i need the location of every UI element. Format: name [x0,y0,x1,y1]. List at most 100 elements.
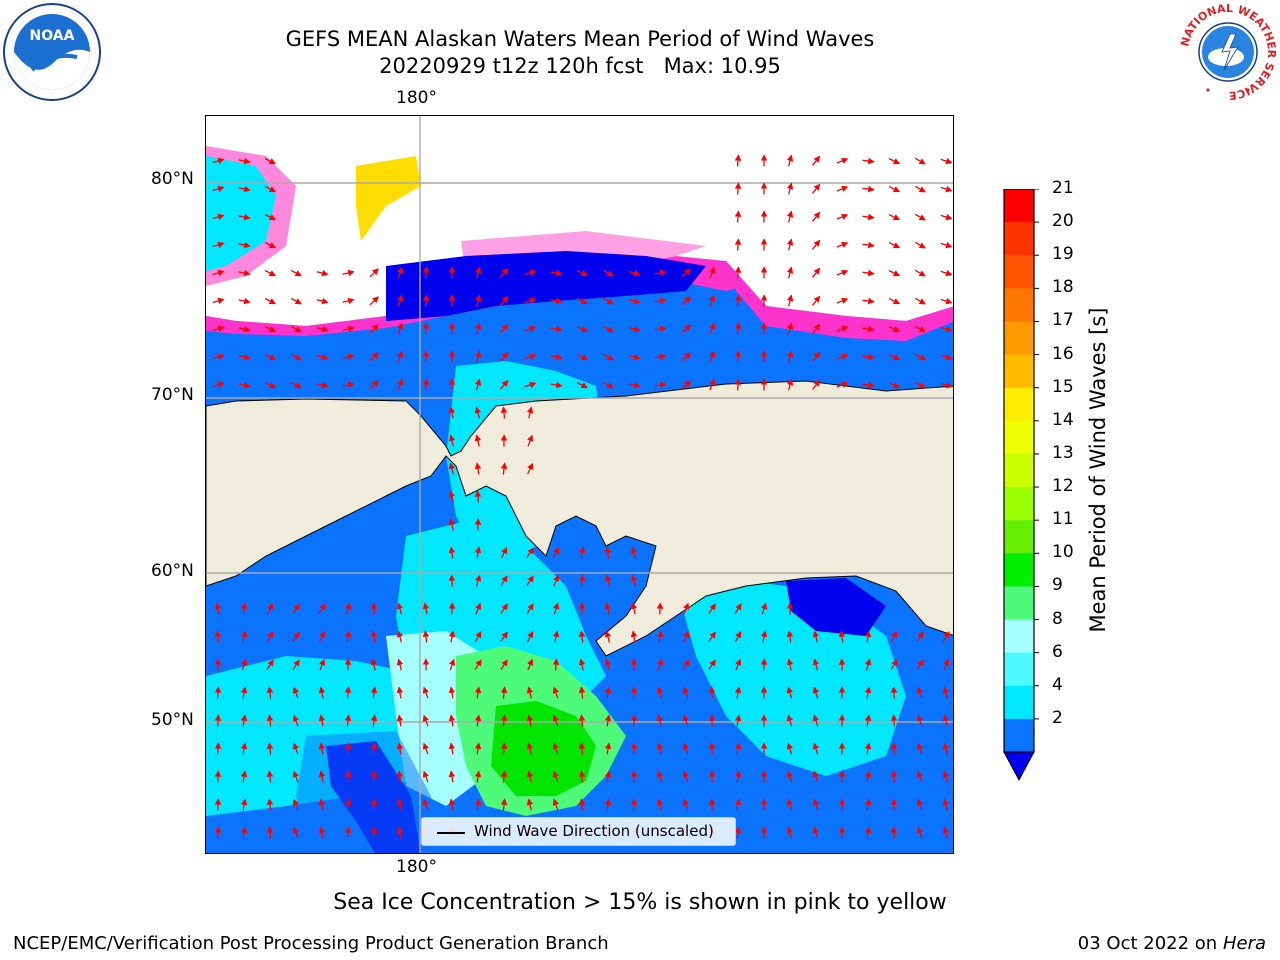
wave-direction-arrow [760,630,768,643]
wave-direction-arrow [576,381,589,389]
wave-direction-arrow [499,351,509,362]
wave-direction-arrow [266,826,274,839]
wave-direction-arrow [370,826,378,839]
wave-direction-arrow [474,574,482,587]
wave-direction-arrow [448,546,456,559]
wave-direction-arrow [526,630,534,643]
wave-direction-arrow [682,742,689,755]
wave-direction-arrow [292,826,299,839]
wave-direction-arrow [474,714,482,727]
wave-direction-arrow [318,826,326,839]
wave-direction-arrow [370,714,378,727]
wave-direction-arrow [709,350,716,363]
colorbar-tick-label: 16 [1052,343,1074,364]
wave-direction-arrow [318,714,326,727]
wave-direction-arrow [448,490,456,503]
wave-direction-arrow [448,462,456,475]
wave-direction-arrow [474,798,482,811]
colorbar-segment [1004,255,1034,289]
wave-direction-arrow [682,798,689,811]
wave-direction-arrow [552,714,559,727]
wave-direction-arrow [864,658,872,671]
wave-direction-arrow [214,630,222,643]
wave-direction-arrow [238,297,251,305]
wave-direction-arrow [630,686,638,699]
wave-direction-arrow [864,798,872,811]
wave-direction-arrow [240,826,248,839]
wave-direction-arrow [862,241,875,249]
wave-direction-arrow [630,546,638,559]
wave-direction-arrow [812,155,821,166]
wave-direction-arrow [734,238,742,251]
wave-direction-arrow [212,213,225,221]
wave-direction-arrow [940,241,953,249]
wave-direction-arrow [786,770,794,783]
wave-direction-arrow [240,714,248,727]
wave-direction-arrow [940,185,953,193]
wave-direction-arrow [553,574,560,587]
wave-direction-arrow [240,630,248,643]
wind-wave-arrows [212,154,953,839]
wave-direction-arrow [604,686,612,699]
wave-direction-arrow [266,770,274,783]
wave-direction-arrow [212,241,225,249]
wave-direction-arrow [552,686,559,699]
wave-direction-arrow [836,213,849,220]
wave-direction-arrow [342,269,355,277]
wave-direction-arrow [812,183,821,194]
wave-direction-arrow [786,238,794,251]
wave-direction-arrow [888,158,901,165]
wave-direction-arrow [370,630,378,643]
colorbar-tick-label: 14 [1052,409,1074,430]
wave-direction-arrow [422,742,429,755]
wave-direction-arrow [422,322,430,335]
wave-direction-arrow [914,185,926,193]
wave-direction-arrow [422,378,430,391]
wave-direction-arrow [550,381,563,389]
wave-direction-arrow [656,658,664,671]
colorbar-outline [1003,189,1035,753]
wave-direction-arrow [916,826,923,839]
wave-direction-arrow [550,353,563,361]
wave-direction-arrow [862,185,875,193]
map-panel[interactable] [205,115,954,854]
wave-direction-arrow [630,630,638,643]
wave-direction-arrow [812,770,820,783]
wave-direction-arrow [448,798,456,811]
wave-direction-arrow [654,297,667,305]
footer-date-text: 03 Oct 2022 on [1077,933,1218,954]
wave-direction-arrow [890,798,898,811]
graticule [206,116,953,853]
wave-direction-arrow [628,353,641,361]
wave-direction-arrow [240,742,248,755]
wave-direction-arrow [500,546,508,559]
wave-direction-arrow [448,686,456,699]
colorbar-tick-label: 20 [1052,211,1074,232]
wave-direction-arrow [734,686,742,699]
wave-direction-arrow [448,770,456,783]
wave-direction-arrow [682,770,689,783]
wave-direction-arrow [682,659,690,671]
wave-direction-arrow [212,353,225,361]
wave-direction-arrow [916,770,923,783]
wave-direction-arrow [500,714,508,727]
wave-direction-arrow [656,798,664,811]
wave-direction-arrow [499,295,509,306]
wave-direction-arrow [369,324,379,334]
wave-direction-arrow [238,241,251,249]
wave-direction-arrow [448,406,456,419]
wave-direction-arrow [681,268,692,278]
wave-direction-arrow [448,434,456,447]
wave-direction-arrow [734,742,742,755]
wave-direction-arrow [344,630,352,643]
wave-direction-arrow [527,658,534,671]
wave-direction-arrow [370,686,378,699]
wave-direction-arrow [524,297,537,305]
wave-direction-arrow [342,353,355,361]
wave-direction-arrow [604,770,612,783]
wave-period-map [206,116,953,853]
wave-direction-arrow [890,770,898,783]
wave-direction-arrow [630,714,638,727]
wave-direction-arrow [526,575,534,586]
wave-direction-arrow [238,185,251,193]
